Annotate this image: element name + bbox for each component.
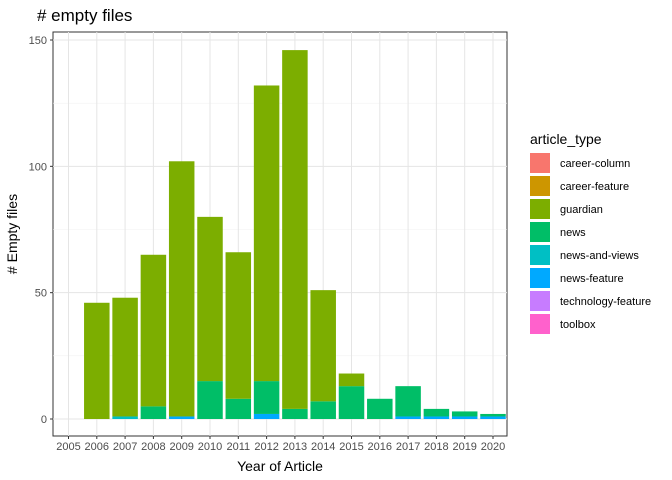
legend-label-news-and-views: news-and-views	[560, 250, 639, 262]
bar-segment-guardian-2011	[225, 252, 252, 399]
x-tick-label: 2007	[113, 441, 137, 453]
y-tick-label: 150	[29, 35, 47, 47]
legend-title: article_type	[530, 131, 602, 147]
legend-swatch-news	[530, 222, 550, 242]
x-tick-label: 2016	[368, 441, 392, 453]
bar-segment-guardian-2006	[84, 302, 110, 419]
chart-title: # empty files	[37, 6, 132, 25]
bar-segment-guardian-2008	[140, 254, 167, 407]
x-tick-label: 2009	[169, 441, 193, 453]
bar-segment-guardian-2009	[168, 161, 195, 417]
y-tick-label: 100	[29, 161, 47, 173]
bar-segment-news-2013	[282, 408, 308, 419]
legend-swatch-career-feature	[530, 176, 550, 196]
legend-swatch-technology-feature	[530, 291, 550, 311]
bar-segment-news-feature-2019	[451, 416, 478, 419]
x-tick-label: 2018	[424, 441, 448, 453]
x-tick-label: 2006	[85, 441, 109, 453]
bar-segment-news-feature-2020	[480, 416, 506, 419]
legend-swatch-guardian	[530, 199, 550, 219]
bar-segment-news-2019	[451, 411, 478, 417]
bar-segment-news-2011	[225, 398, 252, 419]
bar-segment-news-2016	[367, 398, 393, 419]
bar-segment-news-2018	[423, 408, 450, 417]
y-axis-title: # Empty files	[4, 194, 20, 274]
bar-segment-guardian-2007	[112, 297, 138, 417]
x-tick-label: 2010	[198, 441, 222, 453]
x-tick-label: 2012	[254, 441, 278, 453]
bar-segment-news-2012	[253, 381, 280, 414]
bar-segment-news-2008	[140, 406, 167, 419]
legend-swatch-toolbox	[530, 314, 550, 334]
bar-segment-news-2015	[338, 386, 365, 419]
legend-label-guardian: guardian	[560, 204, 603, 216]
legend-swatch-news-and-views	[530, 245, 550, 265]
legend-label-career-feature: career-feature	[560, 181, 629, 193]
bar-segment-news-feature-2009	[168, 416, 195, 419]
y-tick-label: 50	[35, 288, 47, 300]
x-tick-label: 2019	[452, 441, 476, 453]
bar-segment-guardian-2012	[253, 85, 280, 382]
bar-segment-guardian-2015	[338, 373, 365, 387]
bar-segment-news-2017	[395, 386, 421, 417]
bar-segment-news-feature-2018	[423, 416, 450, 419]
x-tick-label: 2011	[226, 441, 250, 453]
legend-label-career-column: career-column	[560, 158, 630, 170]
legend-label-toolbox: toolbox	[560, 319, 596, 331]
bar-segment-news-feature-2017	[395, 416, 421, 419]
x-tick-label: 2005	[56, 441, 80, 453]
legend-label-news: news	[560, 227, 586, 239]
x-tick-label: 2017	[396, 441, 420, 453]
bar-segment-news-feature-2012	[253, 413, 280, 419]
y-axis: 0 50 100 150	[29, 35, 53, 426]
x-axis-title: Year of Article	[237, 458, 323, 474]
x-axis: 2005 2006 2007 2008 2009 2010 2011 2012 2013 2014…	[56, 436, 505, 453]
y-tick-label: 0	[41, 414, 47, 426]
bar-segment-news-2014	[310, 401, 336, 419]
bar-segment-news-2010	[197, 381, 223, 419]
legend-label-technology-feature: technology-feature	[560, 296, 651, 308]
x-tick-label: 2013	[283, 441, 307, 453]
legend: article_type career-column career-feature…	[530, 131, 651, 334]
x-tick-label: 2015	[339, 441, 363, 453]
x-tick-label: 2020	[481, 441, 505, 453]
bar-segment-guardian-2013	[282, 50, 308, 409]
bar-segment-guardian-2014	[310, 290, 336, 402]
legend-swatch-news-feature	[530, 268, 550, 288]
bar-segment-news-and-views-2007	[112, 416, 138, 419]
bar-segment-news-2020	[480, 413, 506, 417]
x-tick-label: 2008	[141, 441, 165, 453]
legend-label-news-feature: news-feature	[560, 273, 624, 285]
legend-swatch-career-column	[530, 153, 550, 173]
x-tick-label: 2014	[311, 441, 335, 453]
bar-segment-guardian-2010	[197, 216, 223, 382]
bars	[84, 50, 506, 419]
grid-major	[53, 32, 507, 436]
